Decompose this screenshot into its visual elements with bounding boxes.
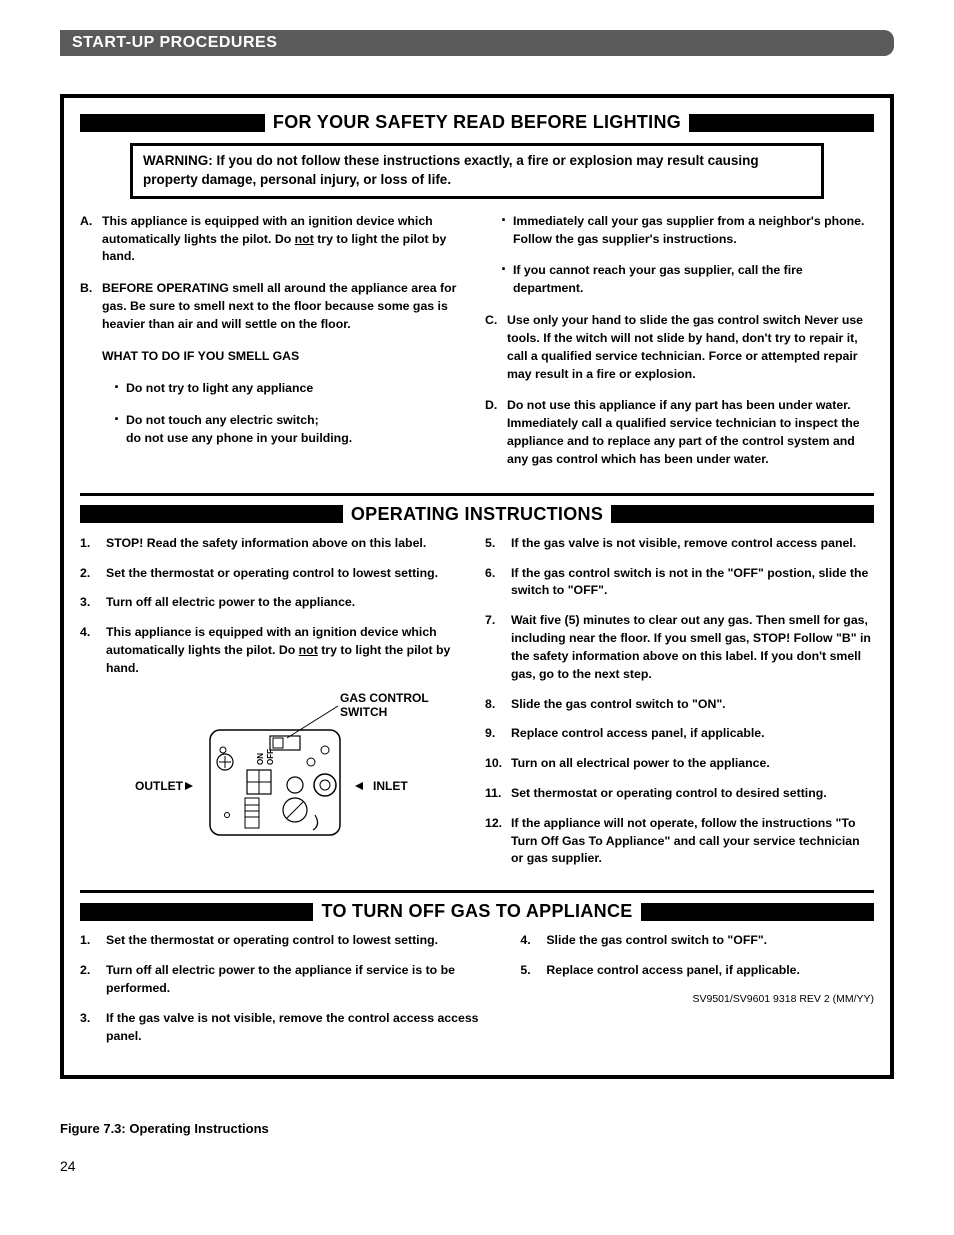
turnoff-columns: 1.Set the thermostat or operating contro… [80,932,874,1057]
op-step-1: 1.STOP! Read the safety information abov… [80,535,469,553]
page-number: 24 [60,1158,894,1174]
right-bullets: Immediately call your gas supplier from … [495,213,874,298]
title-bar-left [80,903,313,921]
safety-title-text: FOR YOUR SAFETY READ BEFORE LIGHTING [265,112,689,133]
op-step-9: 9.Replace control access panel, if appli… [485,725,874,743]
turnoff-left-col: 1.Set the thermostat or operating contro… [80,932,504,1057]
diag-on-label: ON [256,752,265,764]
diag-switch-label: SWITCH [340,705,387,719]
section-header: START-UP PROCEDURES [60,30,894,56]
title-bar-left [80,114,265,132]
instruction-label: FOR YOUR SAFETY READ BEFORE LIGHTING WAR… [60,94,894,1079]
to-step-2: 2.Turn off all electric power to the app… [80,962,504,998]
smell-bullet-1: Do not try to light any appliance [108,380,469,399]
op-step-10: 10.Turn on all electrical power to the a… [485,755,874,773]
right-bullet-1: Immediately call your gas supplier from … [495,213,874,249]
title-bar-left [80,505,343,523]
smell-bullets: Do not try to light any appliance Do not… [108,380,469,448]
safety-item-a: A. This appliance is equipped with an ig… [80,213,469,266]
diag-gas-control-label: GAS CONTROL [340,691,429,705]
op-step-4: 4.This appliance is equipped with an ign… [80,624,469,677]
bullet-icon [495,262,513,298]
bullet-icon [108,380,126,399]
operating-left-col: 1.STOP! Read the safety information abov… [80,535,469,881]
to-step-4: 4.Slide the gas control switch to "OFF". [520,932,874,950]
divider [80,890,874,893]
operating-columns: 1.STOP! Read the safety information abov… [80,535,874,881]
to-step-3: 3.If the gas valve is not visible, remov… [80,1010,504,1046]
right-bullet-2: If you cannot reach your gas supplier, c… [495,262,874,298]
safety-item-c: C. Use only your hand to slide the gas c… [485,312,874,383]
bullet-icon [108,412,126,448]
safety-item-d: D. Do not use this appliance if any part… [485,397,874,468]
op-step-12: 12.If the appliance will not operate, fo… [485,815,874,868]
title-bar-right [689,114,874,132]
op-step-3: 3.Turn off all electric power to the app… [80,594,469,612]
operating-title-bar: OPERATING INSTRUCTIONS [80,504,874,525]
bullet-icon [495,213,513,249]
title-bar-right [611,505,874,523]
op-step-11: 11.Set thermostat or operating control t… [485,785,874,803]
safety-item-b: B. BEFORE OPERATING smell all around the… [80,280,469,333]
page: START-UP PROCEDURES FOR YOUR SAFETY READ… [0,0,954,1199]
turnoff-right-col: 4.Slide the gas control switch to "OFF".… [520,932,874,1057]
to-step-5: 5.Replace control access panel, if appli… [520,962,874,980]
turnoff-title-text: TO TURN OFF GAS TO APPLIANCE [313,901,640,922]
smell-bullet-2: Do not touch any electric switch; do not… [108,412,469,448]
op-step-2: 2.Set the thermostat or operating contro… [80,565,469,583]
operating-title-text: OPERATING INSTRUCTIONS [343,504,611,525]
diag-inlet-label: INLET [373,779,408,793]
op-step-7: 7.Wait five (5) minutes to clear out any… [485,612,874,683]
safety-columns: A. This appliance is equipped with an ig… [80,213,874,483]
diag-off-label: OFF [266,749,275,765]
title-bar-right [641,903,874,921]
op-step-6: 6.If the gas control switch is not in th… [485,565,874,601]
safety-left-col: A. This appliance is equipped with an ig… [80,213,469,483]
figure-caption: Figure 7.3: Operating Instructions [60,1121,894,1136]
revision-text: SV9501/SV9601 9318 REV 2 (MM/YY) [520,992,874,1007]
warning-box: WARNING: If you do not follow these inst… [130,143,824,199]
diag-outlet-label: OUTLET [135,779,184,793]
safety-right-col: Immediately call your gas supplier from … [485,213,874,483]
safety-title-bar: FOR YOUR SAFETY READ BEFORE LIGHTING [80,112,874,133]
to-step-1: 1.Set the thermostat or operating contro… [80,932,504,950]
gas-control-diagram: GAS CONTROL SWITCH ON OFF OUTLET [115,690,435,850]
smell-heading: WHAT TO DO IF YOU SMELL GAS [102,348,469,366]
op-step-5: 5.If the gas valve is not visible, remov… [485,535,874,553]
op-step-8: 8.Slide the gas control switch to "ON". [485,696,874,714]
turnoff-title-bar: TO TURN OFF GAS TO APPLIANCE [80,901,874,922]
divider [80,493,874,496]
operating-right-col: 5.If the gas valve is not visible, remov… [485,535,874,881]
